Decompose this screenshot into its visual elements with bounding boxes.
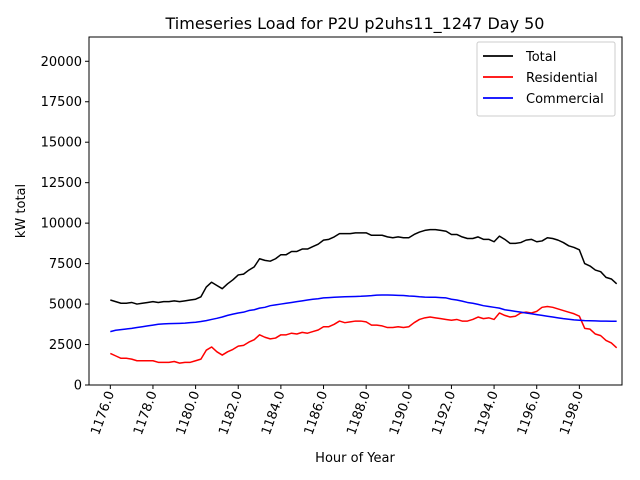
legend-label-total: Total	[525, 50, 556, 65]
y-tick-label: 5000	[49, 298, 82, 313]
y-tick-label: 17500	[41, 95, 82, 110]
y-tick-label: 10000	[41, 217, 82, 232]
legend: Total Residential Commercial	[476, 41, 616, 117]
series-line-commercial	[110, 294, 617, 333]
x-axis-label: Hour of Year	[315, 451, 395, 466]
y-tick-label: 7500	[49, 257, 82, 272]
series-line-total	[110, 228, 618, 305]
y-tick-label: 0	[74, 379, 82, 394]
y-axis-label: kW total	[14, 184, 29, 238]
plot-area	[110, 228, 618, 364]
y-tick-label: 15000	[41, 136, 82, 151]
y-tick-label: 20000	[41, 55, 82, 70]
legend-label-commercial: Commercial	[526, 92, 604, 107]
legend-label-residential: Residential	[526, 71, 598, 86]
chart-title: Timeseries Load for P2U p2uhs11_1247 Day…	[165, 14, 545, 34]
plot-frame	[88, 36, 623, 386]
y-axis: 0 2500 5000 7500 10000 12500 15000 17500 20000	[41, 55, 89, 394]
series-line-residential	[110, 305, 618, 364]
y-tick-label: 12500	[41, 176, 82, 191]
y-tick-label: 2500	[49, 338, 82, 353]
